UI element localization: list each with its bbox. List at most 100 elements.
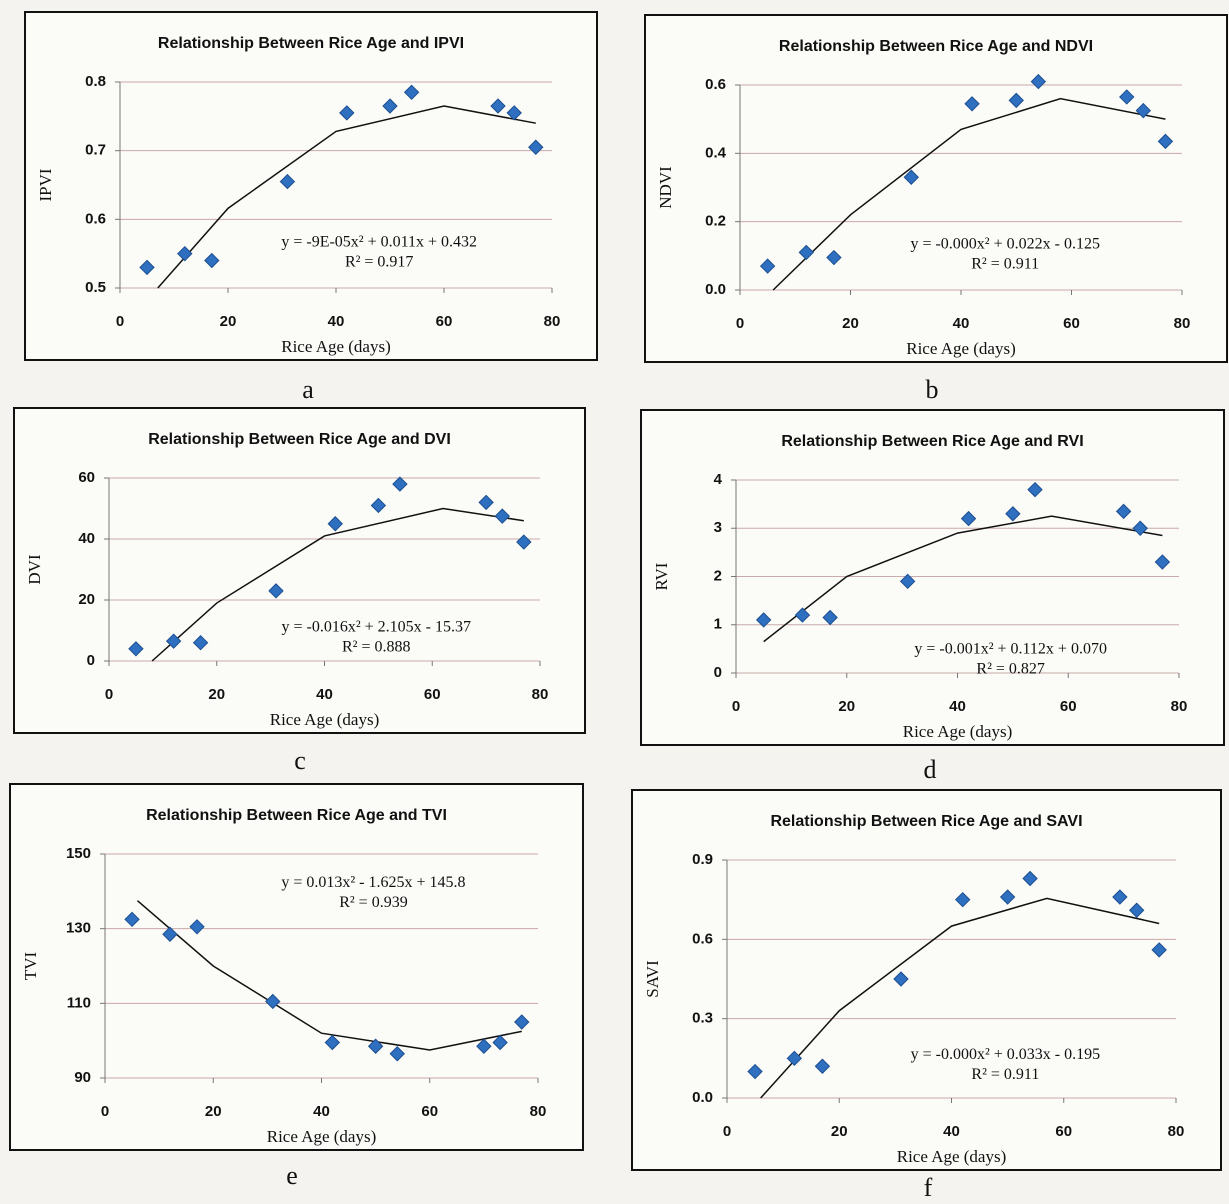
x-tick-label: 80 — [1168, 1123, 1185, 1140]
y-tick-label: 0 — [714, 664, 722, 681]
panel-label: c — [294, 746, 306, 775]
y-tick-label: 60 — [78, 469, 95, 486]
y-tick-label: 0.5 — [85, 279, 106, 296]
data-point — [514, 1014, 530, 1030]
x-tick-label: 20 — [838, 698, 855, 715]
chart-panel: Relationship Between Rice Age and RVI 0 1 2… — [640, 409, 1225, 746]
x-tick-label: 80 — [544, 313, 561, 330]
y-tick-label: 0 — [87, 652, 95, 669]
y-tick-label: 0.4 — [705, 144, 727, 161]
trendline — [763, 515, 1163, 643]
y-axis-label: SAVI — [643, 960, 662, 998]
data-point — [139, 259, 155, 276]
trendline — [151, 507, 524, 662]
y-tick-label: 130 — [66, 920, 91, 937]
data-point — [265, 993, 281, 1010]
data-point — [955, 891, 971, 908]
y-tick-label: 0.6 — [692, 930, 713, 947]
data-point — [494, 508, 510, 524]
chart-title: Relationship Between Rice Age and SAVI — [770, 813, 1082, 830]
trend-equation: y = -0.016x² + 2.105x - 15.37 — [281, 619, 471, 636]
data-point — [1119, 89, 1135, 105]
data-point — [392, 476, 408, 492]
x-tick-label: 20 — [842, 315, 859, 332]
x-axis-label: Rice Age (days) — [270, 710, 380, 729]
x-tick-label: 20 — [208, 686, 225, 703]
x-tick-label: 40 — [316, 686, 333, 703]
data-point — [1008, 92, 1024, 109]
data-point — [389, 1046, 405, 1062]
panel-label: e — [286, 1161, 298, 1190]
data-point — [1115, 503, 1132, 520]
x-axis-label: Rice Age (days) — [267, 1127, 377, 1146]
data-point — [899, 573, 916, 590]
data-point — [822, 609, 838, 626]
panel-label: d — [924, 755, 937, 784]
chart-panel: Relationship Between Rice Age and IPVI 0.… — [24, 11, 598, 361]
r-squared: R² = 0.917 — [345, 253, 414, 270]
data-point — [1132, 520, 1148, 536]
chart-panel: Relationship Between Rice Age and SAVI 0.… — [631, 789, 1222, 1171]
x-tick-label: 60 — [1063, 315, 1080, 332]
trendline — [772, 97, 1166, 291]
chart-frame — [13, 407, 586, 734]
data-point — [506, 105, 522, 121]
data-point — [516, 534, 532, 550]
data-point — [162, 926, 178, 942]
chart-frame — [640, 409, 1225, 746]
data-point — [1022, 870, 1038, 887]
chart-frame — [9, 783, 584, 1151]
data-point — [755, 612, 772, 628]
y-tick-label: 110 — [67, 994, 91, 1011]
trend-equation: y = -9E-05x² + 0.011x + 0.432 — [281, 233, 477, 250]
data-point — [192, 634, 209, 651]
data-point — [204, 252, 220, 269]
x-tick-label: 80 — [532, 686, 549, 703]
x-tick-label: 60 — [1060, 698, 1077, 715]
data-point — [759, 258, 776, 274]
x-axis-label: Rice Age (days) — [897, 1147, 1007, 1166]
data-point — [279, 173, 296, 190]
r-squared: R² = 0.888 — [342, 639, 411, 656]
x-tick-label: 40 — [313, 1103, 330, 1120]
trendline — [136, 900, 522, 1051]
data-point — [960, 510, 977, 527]
chart-panel: Relationship Between Rice Age and DVI 0 20… — [13, 407, 586, 734]
x-tick-label: 40 — [943, 1123, 960, 1140]
x-tick-label: 20 — [220, 313, 237, 330]
y-axis-label: DVI — [25, 554, 44, 585]
data-point — [327, 516, 343, 532]
data-point — [1157, 133, 1174, 150]
data-point — [893, 971, 909, 987]
data-point — [814, 1058, 831, 1074]
data-point — [324, 1034, 341, 1051]
y-tick-label: 0.0 — [705, 281, 726, 298]
x-tick-label: 60 — [1055, 1123, 1072, 1140]
x-tick-label: 0 — [723, 1123, 731, 1140]
y-axis-label: TVI — [21, 952, 40, 981]
x-tick-label: 40 — [953, 315, 970, 332]
x-tick-label: 0 — [736, 315, 744, 332]
trendline — [157, 105, 536, 289]
y-tick-label: 0.3 — [692, 1010, 713, 1027]
data-point — [478, 494, 494, 511]
chart-frame — [644, 14, 1228, 363]
y-tick-label: 0.7 — [85, 142, 106, 159]
x-tick-label: 60 — [424, 686, 441, 703]
chart-title: Relationship Between Rice Age and NDVI — [779, 38, 1093, 55]
data-point — [826, 249, 842, 266]
x-tick-label: 40 — [949, 698, 966, 715]
data-point — [964, 96, 980, 112]
x-tick-label: 60 — [436, 313, 453, 330]
x-axis-label: Rice Age (days) — [281, 337, 391, 356]
trend-equation: y = 0.013x² - 1.625x + 145.8 — [281, 874, 465, 891]
data-point — [268, 583, 284, 599]
y-tick-label: 90 — [74, 1069, 91, 1086]
chart-title: Relationship Between Rice Age and DVI — [148, 431, 451, 448]
y-tick-label: 0.8 — [85, 73, 106, 90]
x-tick-label: 0 — [732, 698, 740, 715]
panel-label: b — [926, 375, 939, 404]
x-tick-label: 0 — [116, 313, 124, 330]
y-tick-label: 20 — [78, 591, 95, 608]
